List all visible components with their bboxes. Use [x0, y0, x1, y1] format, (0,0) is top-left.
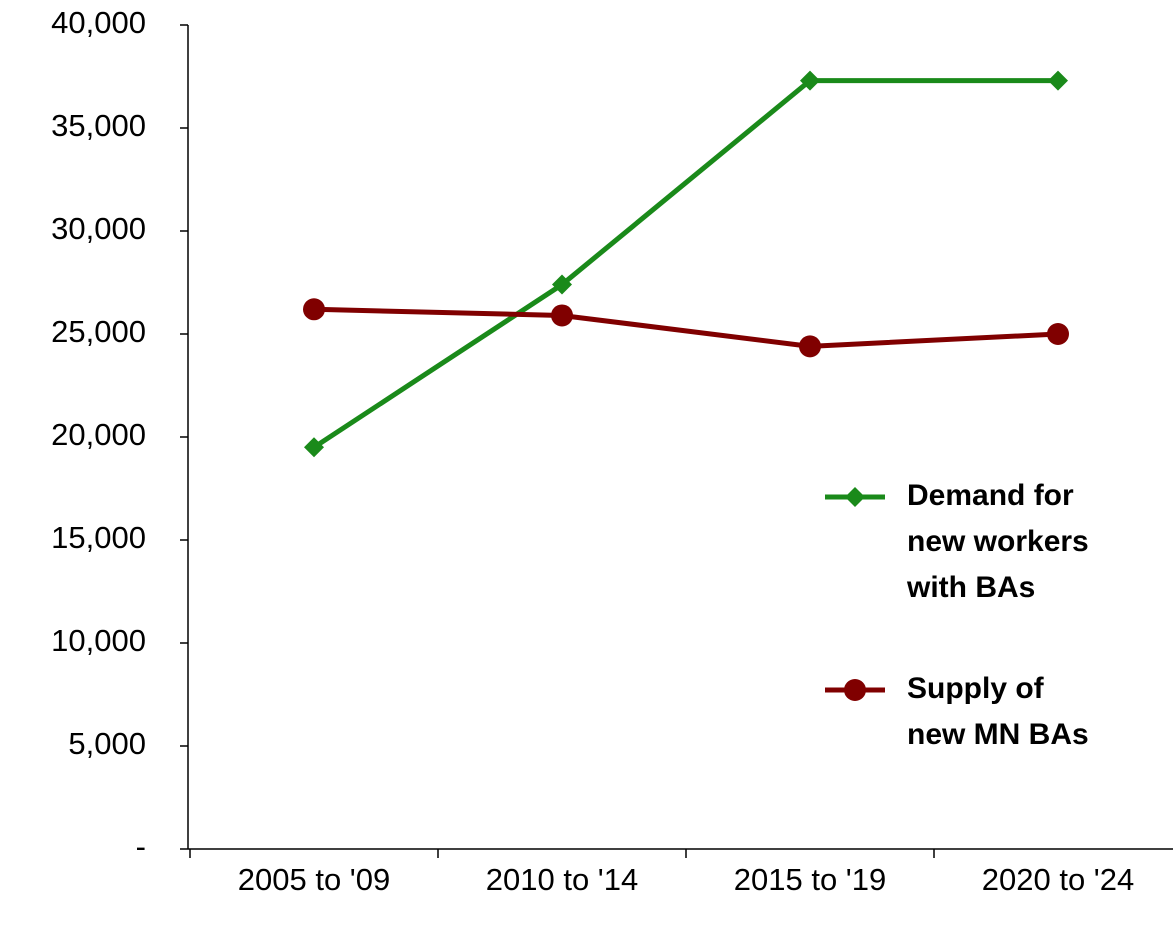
point [799, 335, 821, 358]
point [551, 304, 573, 327]
y-tick-label: 35,000 [51, 108, 146, 143]
point [800, 70, 820, 91]
y-tick-label: 20,000 [51, 417, 146, 452]
point [303, 298, 325, 321]
y-tick-label: 25,000 [51, 314, 146, 349]
y-tick-label: 5,000 [68, 726, 146, 761]
point [552, 274, 572, 295]
y-tick-label: 30,000 [51, 211, 146, 246]
y-tick-label: - [136, 829, 146, 864]
legend-label: Supply of new MN BAs [907, 672, 1089, 751]
x-tick-label: 2020 to '24 [982, 862, 1134, 897]
x-tick-label: 2010 to '14 [486, 862, 638, 897]
series-line [312, 78, 1058, 450]
x-tick-label: 2015 to '19 [734, 862, 886, 897]
y-tick-label: 40,000 [51, 5, 146, 40]
y-tick-label: 15,000 [51, 520, 146, 555]
y-tick-label: 10,000 [51, 623, 146, 658]
point [1048, 70, 1068, 91]
point [304, 437, 324, 458]
legend-label: Demand for new workers with BAs [907, 479, 1089, 604]
point [1047, 323, 1069, 345]
legend-marker [845, 487, 865, 507]
x-tick-label: 2005 to '09 [238, 862, 390, 897]
series-line [313, 306, 1059, 349]
legend-marker [844, 679, 866, 701]
